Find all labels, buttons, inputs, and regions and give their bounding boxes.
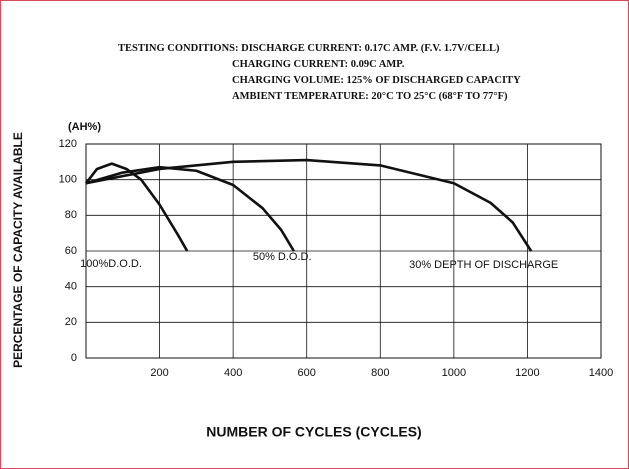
y-tick-label: 100 <box>59 174 77 186</box>
curve-label: 30% DEPTH OF DISCHARGE <box>409 259 558 271</box>
condition: CHARGING CURRENT: 0.09C AMP. <box>232 59 405 70</box>
x-tick-label: 400 <box>224 367 242 379</box>
y-tick-label: 20 <box>65 316 77 328</box>
y-tick-label: 80 <box>65 209 77 221</box>
y-tick-label: 40 <box>65 281 77 293</box>
y-tick-label: 0 <box>71 352 77 364</box>
curve <box>85 165 295 252</box>
curve <box>85 158 533 252</box>
x-axis-title: NUMBER OF CYCLES (CYCLES) <box>206 424 421 440</box>
x-tick-label: 1000 <box>442 367 466 379</box>
x-tick-label: 1200 <box>515 367 539 379</box>
x-tick-label: 600 <box>298 367 316 379</box>
condition: AMBIENT TEMPERATURE: 20°C TO 25°C (68°F … <box>232 91 508 102</box>
y-axis-title: PERCENTAGE OF CAPACITY AVAILABLE <box>11 132 25 368</box>
y-tick-label: 120 <box>59 138 77 150</box>
condition: CHARGING VOLUME: 125% OF DISCHARGED CAPA… <box>232 75 521 86</box>
x-tick-label: 200 <box>150 367 168 379</box>
y-unit: (AH%) <box>68 121 101 133</box>
curve-label: 50% D.O.D. <box>253 251 312 263</box>
x-tick-label: 800 <box>371 367 389 379</box>
curve-label: 100%D.O.D. <box>80 258 142 270</box>
condition: TESTING CONDITIONS: DISCHARGE CURRENT: 0… <box>118 43 500 54</box>
x-tick-label: 1400 <box>589 367 613 379</box>
y-tick-label: 60 <box>65 245 77 257</box>
